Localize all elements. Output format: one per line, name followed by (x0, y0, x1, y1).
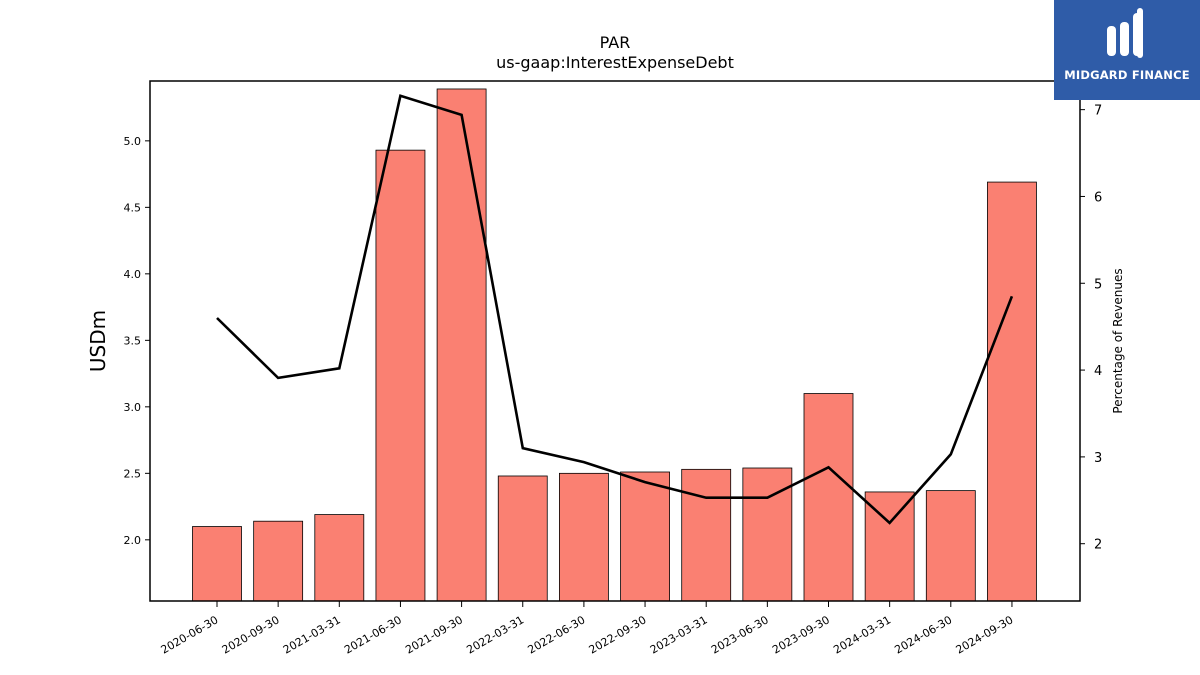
bar (192, 526, 242, 602)
y2-tick-label: 7 (1094, 104, 1102, 119)
y-tick-label: 5.0 (124, 135, 142, 148)
x-tick-label: 2020-09-30 (220, 613, 282, 656)
bar (620, 471, 670, 602)
y-axis-label: USDm (86, 310, 110, 372)
x-tick-label: 2021-09-30 (403, 613, 465, 656)
bar (987, 181, 1037, 602)
y2-tick-label: 3 (1094, 451, 1102, 466)
plot-frame (149, 80, 1081, 602)
bar (681, 468, 732, 602)
y2-tick-label: 4 (1094, 364, 1102, 379)
chart-subtitle: us-gaap:InterestExpenseDebt (496, 53, 734, 72)
bar (375, 149, 426, 602)
series-line (216, 94, 1014, 525)
y-tick-label: 2.5 (124, 467, 142, 480)
x-tick-label: 2021-03-31 (281, 613, 343, 656)
right-axis: 2 3 4 5 6 7 (1080, 104, 1102, 553)
line-series (216, 94, 1014, 525)
left-axis: 2.0 2.5 3.0 3.5 4.0 4.5 5.0 (124, 135, 150, 547)
x-tick-label: 2024-09-30 (954, 613, 1016, 656)
x-tick-label: 2022-09-30 (587, 613, 649, 656)
x-axis: 2020-06-30 2020-09-30 2021-03-31 2021-06-30… (159, 601, 1016, 657)
y-tick-label: 4.5 (124, 201, 142, 214)
logo-mark-icon (1107, 8, 1143, 58)
x-tick-label: 2024-03-31 (831, 613, 893, 656)
x-tick-label: 2020-06-30 (159, 613, 221, 656)
y-tick-label: 3.0 (124, 401, 142, 414)
y2-tick-label: 2 (1094, 538, 1102, 553)
y2-axis-label: Percentage of Revenues (1111, 268, 1125, 413)
logo-text: MIDGARD FINANCE (1064, 68, 1190, 82)
y-tick-label: 4.0 (124, 268, 142, 281)
bar (925, 490, 976, 602)
midgard-finance-logo: MIDGARD FINANCE (1054, 0, 1200, 100)
y-tick-label: 2.0 (124, 534, 142, 547)
bar (803, 393, 854, 602)
x-tick-label: 2023-03-31 (648, 613, 710, 656)
x-tick-label: 2023-06-30 (709, 613, 771, 656)
bar (497, 475, 548, 602)
y2-tick-label: 6 (1094, 190, 1102, 205)
bar (253, 520, 304, 602)
chart-title: PAR (600, 33, 631, 52)
bar-series (192, 88, 1037, 602)
x-tick-label: 2024-06-30 (892, 613, 954, 656)
x-tick-label: 2022-03-31 (464, 613, 526, 656)
y-tick-label: 3.5 (124, 334, 142, 347)
bar (314, 514, 365, 602)
bar (559, 472, 609, 602)
x-tick-label: 2023-09-30 (770, 613, 832, 656)
y2-tick-label: 5 (1094, 277, 1102, 292)
bar (436, 88, 487, 602)
x-tick-label: 2022-06-30 (526, 613, 588, 656)
bar (864, 491, 915, 602)
x-tick-label: 2021-06-30 (342, 613, 404, 656)
